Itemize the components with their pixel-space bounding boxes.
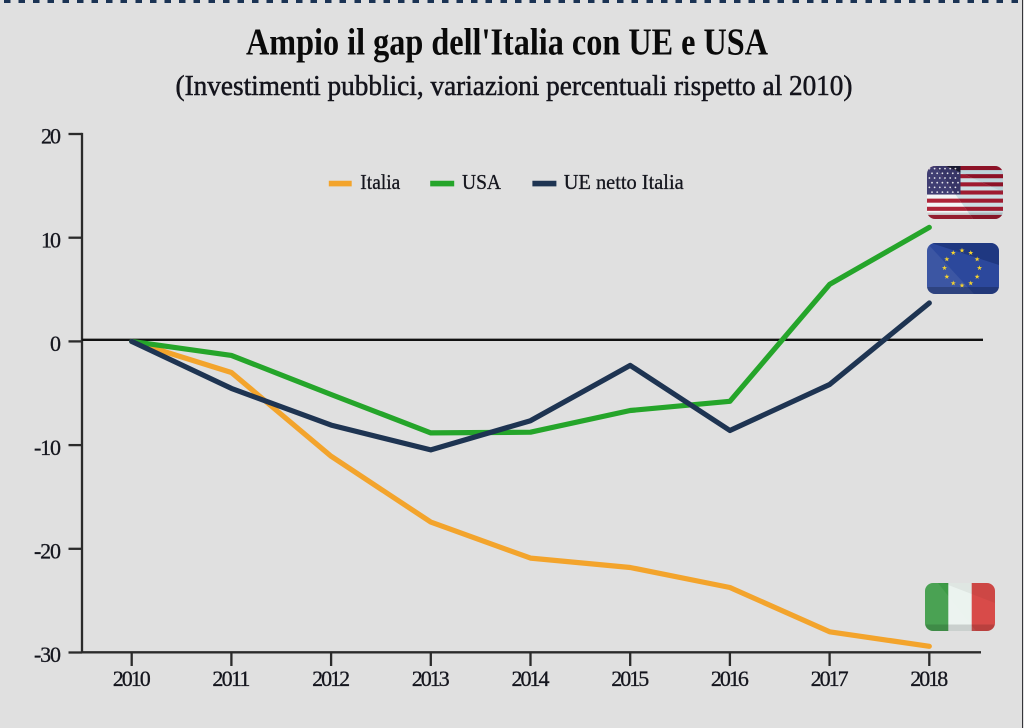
svg-text:-20: -20 (34, 539, 61, 564)
svg-text:10: 10 (41, 227, 61, 252)
svg-text:2013: 2013 (412, 666, 450, 691)
svg-text:2017: 2017 (811, 666, 849, 691)
svg-text:2015: 2015 (611, 666, 649, 691)
svg-text:-10: -10 (34, 435, 61, 460)
svg-text:Ampio il gap dell'Italia con U: Ampio il gap dell'Italia con UE e USA (246, 22, 768, 64)
svg-text:2016: 2016 (711, 666, 749, 691)
svg-text:UE netto Italia: UE netto Italia (564, 170, 685, 194)
svg-text:Italia: Italia (360, 170, 401, 194)
svg-text:2010: 2010 (113, 666, 151, 691)
svg-text:USA: USA (462, 170, 502, 194)
svg-text:2018: 2018 (910, 666, 948, 691)
svg-text:2014: 2014 (512, 666, 550, 691)
svg-text:20: 20 (41, 124, 61, 149)
svg-text:-30: -30 (34, 642, 61, 667)
svg-text:2012: 2012 (312, 666, 350, 691)
svg-text:2011: 2011 (212, 666, 250, 691)
svg-text:(Investimenti pubblici, variaz: (Investimenti pubblici, variazioni perce… (176, 71, 853, 102)
svg-text:0: 0 (50, 331, 61, 356)
